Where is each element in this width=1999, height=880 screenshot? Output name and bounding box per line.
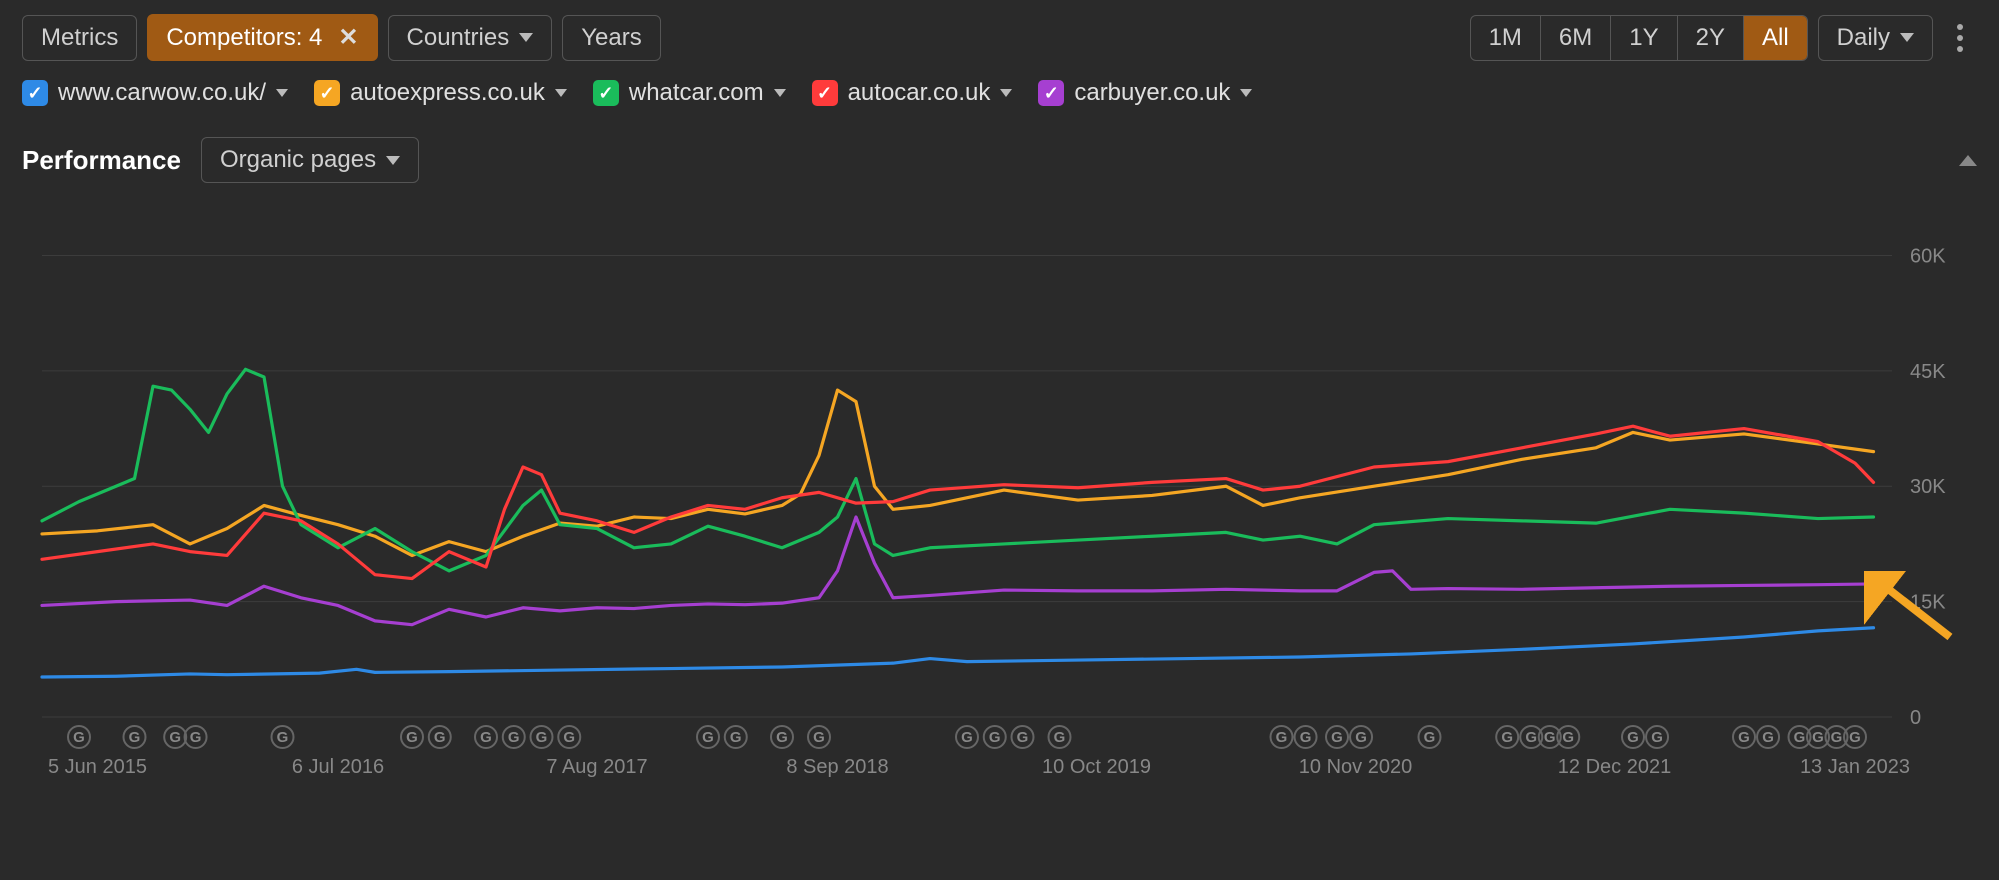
checkbox-icon[interactable]: ✓ [314, 80, 340, 106]
svg-text:G: G [1525, 729, 1537, 746]
checkbox-icon[interactable]: ✓ [22, 80, 48, 106]
range-1m[interactable]: 1M [1471, 16, 1541, 60]
competitors-label: Competitors: 4 [166, 24, 322, 52]
legend-item-0[interactable]: ✓ www.carwow.co.uk/ [22, 79, 288, 107]
svg-text:G: G [702, 729, 714, 746]
svg-text:10 Nov 2020: 10 Nov 2020 [1299, 756, 1412, 778]
legend-item-1[interactable]: ✓ autoexpress.co.uk [314, 79, 567, 107]
time-range-group: 1M6M1Y2YAll [1470, 15, 1808, 61]
chevron-down-icon [555, 89, 567, 97]
legend-label: autocar.co.uk [848, 79, 991, 107]
svg-text:G: G [813, 729, 825, 746]
svg-text:G: G [1627, 729, 1639, 746]
countries-filter[interactable]: Countries [388, 15, 553, 61]
more-menu[interactable] [1943, 16, 1977, 60]
svg-text:G: G [1017, 729, 1029, 746]
performance-title: Performance [22, 145, 181, 176]
legend-label: whatcar.com [629, 79, 764, 107]
svg-text:G: G [776, 729, 788, 746]
performance-header: Performance Organic pages [22, 137, 1977, 183]
svg-text:G: G [730, 729, 742, 746]
chevron-down-icon [1900, 33, 1914, 42]
svg-text:5 Jun 2015: 5 Jun 2015 [48, 756, 147, 778]
chevron-down-icon [276, 89, 288, 97]
performance-chart: 015K30K45K60KGGGGGGGGGGGGGGGGGGGGGGGGGGG… [22, 197, 1966, 787]
svg-text:60K: 60K [1910, 245, 1946, 267]
range-6m[interactable]: 6M [1541, 16, 1611, 60]
legend-item-2[interactable]: ✓ whatcar.com [593, 79, 786, 107]
legend-label: carbuyer.co.uk [1074, 79, 1230, 107]
legend-label: autoexpress.co.uk [350, 79, 545, 107]
metrics-filter[interactable]: Metrics [22, 15, 137, 61]
svg-text:G: G [1738, 729, 1750, 746]
years-filter[interactable]: Years [562, 15, 661, 61]
chevron-down-icon [386, 156, 400, 165]
range-all[interactable]: All [1744, 16, 1807, 60]
svg-text:10 Oct 2019: 10 Oct 2019 [1042, 756, 1151, 778]
svg-text:8 Sep 2018: 8 Sep 2018 [786, 756, 888, 778]
svg-text:G: G [1355, 729, 1367, 746]
chevron-down-icon [1240, 89, 1252, 97]
svg-text:7 Aug 2017: 7 Aug 2017 [546, 756, 647, 778]
svg-text:G: G [277, 729, 289, 746]
chevron-down-icon [1000, 89, 1012, 97]
legend-item-4[interactable]: ✓ carbuyer.co.uk [1038, 79, 1252, 107]
granularity-select[interactable]: Daily [1818, 15, 1933, 61]
svg-text:G: G [190, 729, 202, 746]
chevron-down-icon [774, 89, 786, 97]
series-legend: ✓ www.carwow.co.uk/ ✓ autoexpress.co.uk ✓ wha… [22, 79, 1977, 107]
svg-text:G: G [1276, 729, 1288, 746]
svg-text:G: G [480, 729, 492, 746]
competitors-filter[interactable]: Competitors: 4 ✕ [147, 14, 377, 61]
close-icon[interactable]: ✕ [338, 23, 358, 52]
svg-text:6 Jul 2016: 6 Jul 2016 [292, 756, 384, 778]
legend-item-3[interactable]: ✓ autocar.co.uk [812, 79, 1013, 107]
svg-text:G: G [1331, 729, 1343, 746]
legend-label: www.carwow.co.uk/ [58, 79, 266, 107]
svg-text:45K: 45K [1910, 361, 1946, 383]
svg-text:12 Dec 2021: 12 Dec 2021 [1558, 756, 1671, 778]
svg-text:G: G [434, 729, 446, 746]
metrics-label: Metrics [41, 24, 118, 52]
svg-text:G: G [1424, 729, 1436, 746]
filter-bar: Metrics Competitors: 4 ✕ Countries Years… [22, 14, 1977, 61]
range-2y[interactable]: 2Y [1678, 16, 1744, 60]
range-1y[interactable]: 1Y [1611, 16, 1677, 60]
svg-text:G: G [1849, 729, 1861, 746]
svg-text:G: G [129, 729, 141, 746]
svg-text:G: G [169, 729, 181, 746]
svg-text:G: G [961, 729, 973, 746]
svg-text:G: G [73, 729, 85, 746]
svg-text:G: G [1544, 729, 1556, 746]
svg-text:30K: 30K [1910, 476, 1946, 498]
svg-text:G: G [563, 729, 575, 746]
years-label: Years [581, 24, 642, 52]
checkbox-icon[interactable]: ✓ [593, 80, 619, 106]
svg-text:G: G [1501, 729, 1513, 746]
granularity-label: Daily [1837, 24, 1890, 52]
svg-text:G: G [1762, 729, 1774, 746]
svg-text:G: G [508, 729, 520, 746]
countries-label: Countries [407, 24, 510, 52]
collapse-icon[interactable] [1959, 155, 1977, 166]
svg-text:G: G [1812, 729, 1824, 746]
svg-text:G: G [1562, 729, 1574, 746]
svg-text:G: G [1831, 729, 1843, 746]
svg-text:G: G [1651, 729, 1663, 746]
svg-text:G: G [406, 729, 418, 746]
svg-text:0: 0 [1910, 707, 1921, 729]
svg-text:G: G [989, 729, 1001, 746]
svg-text:G: G [1794, 729, 1806, 746]
svg-text:15K: 15K [1910, 592, 1946, 614]
svg-text:G: G [1054, 729, 1066, 746]
metric-select[interactable]: Organic pages [201, 137, 419, 183]
svg-text:G: G [1300, 729, 1312, 746]
checkbox-icon[interactable]: ✓ [1038, 80, 1064, 106]
chevron-down-icon [519, 33, 533, 42]
checkbox-icon[interactable]: ✓ [812, 80, 838, 106]
svg-text:13 Jan 2023: 13 Jan 2023 [1800, 756, 1910, 778]
metric-label: Organic pages [220, 146, 376, 174]
svg-text:G: G [536, 729, 548, 746]
